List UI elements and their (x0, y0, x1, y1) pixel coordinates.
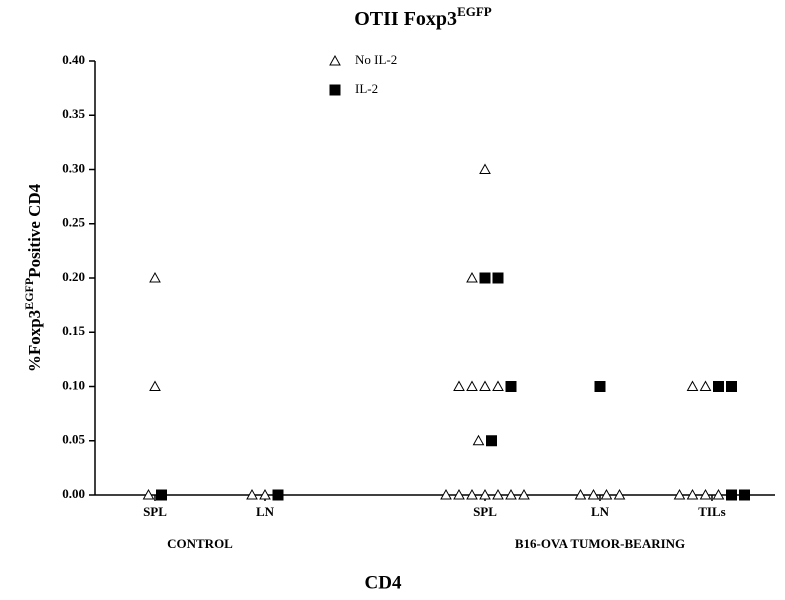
y-tick-label: 0.30 (62, 160, 85, 175)
data-point (673, 488, 686, 500)
y-tick-label: 0.00 (62, 486, 85, 501)
chart-title: OTII Foxp3EGFP (354, 4, 492, 30)
data-point (587, 488, 600, 500)
y-label-superscript: EGFP (22, 278, 36, 310)
data-point (518, 488, 530, 500)
x-tick-label: LN (591, 504, 610, 519)
data-point (594, 381, 606, 392)
legend-label: No IL-2 (355, 52, 397, 67)
legend-marker (329, 84, 341, 96)
x-tick-label: LN (256, 504, 275, 519)
x-tick-label: TILs (698, 504, 725, 519)
group-label: B16-OVA TUMOR-BEARING (515, 536, 685, 551)
group-label: CONTROL (167, 536, 233, 551)
data-point (453, 488, 465, 500)
data-point (712, 488, 725, 500)
data-point (466, 380, 478, 391)
data-point (486, 435, 497, 447)
title-text: OTII Foxp3 (354, 8, 457, 30)
title-superscript: EGFP (457, 4, 492, 19)
data-point (686, 380, 699, 391)
x-axis-label: CD4 (365, 572, 402, 593)
data-point (699, 488, 712, 500)
y-axis-label: %Foxp3EGFPPositive CD4 (22, 183, 44, 372)
data-point (713, 381, 724, 392)
data-point (466, 488, 478, 500)
data-point (739, 489, 750, 501)
data-point (479, 488, 491, 500)
data-point (246, 488, 258, 500)
y-tick-label: 0.15 (62, 323, 85, 338)
data-point (259, 488, 271, 500)
data-point (440, 488, 452, 500)
data-point (149, 271, 161, 283)
data-point (479, 163, 491, 174)
data-point (600, 488, 613, 500)
y-tick-label: 0.05 (62, 432, 85, 447)
data-point (156, 489, 167, 501)
x-tick-label: SPL (473, 504, 497, 519)
data-point (472, 434, 485, 446)
data-point (699, 380, 712, 391)
y-label-text: %Foxp3 (25, 310, 44, 372)
legend-label: IL-2 (355, 81, 378, 96)
data-point (505, 488, 517, 500)
y-tick-label: 0.25 (62, 215, 85, 230)
data-point (149, 380, 161, 391)
data-point (479, 380, 491, 391)
y-tick-label: 0.35 (62, 106, 85, 121)
y-tick-label: 0.40 (62, 52, 85, 67)
data-point (574, 488, 587, 500)
y-label-text: Positive CD4 (25, 183, 44, 277)
x-tick-label: SPL (143, 504, 167, 519)
data-point (505, 381, 517, 392)
data-point (492, 488, 504, 500)
data-point (492, 272, 504, 284)
data-point (142, 488, 155, 500)
data-point (726, 381, 737, 392)
y-tick-label: 0.20 (62, 269, 85, 284)
data-point (492, 380, 504, 391)
data-point (272, 489, 284, 501)
data-point (613, 488, 626, 500)
data-point (466, 271, 478, 283)
data-point (453, 380, 465, 391)
data-point (726, 489, 737, 501)
data-point (479, 272, 491, 284)
y-tick-label: 0.10 (62, 377, 85, 392)
data-point (686, 488, 699, 500)
legend-marker (329, 54, 341, 66)
